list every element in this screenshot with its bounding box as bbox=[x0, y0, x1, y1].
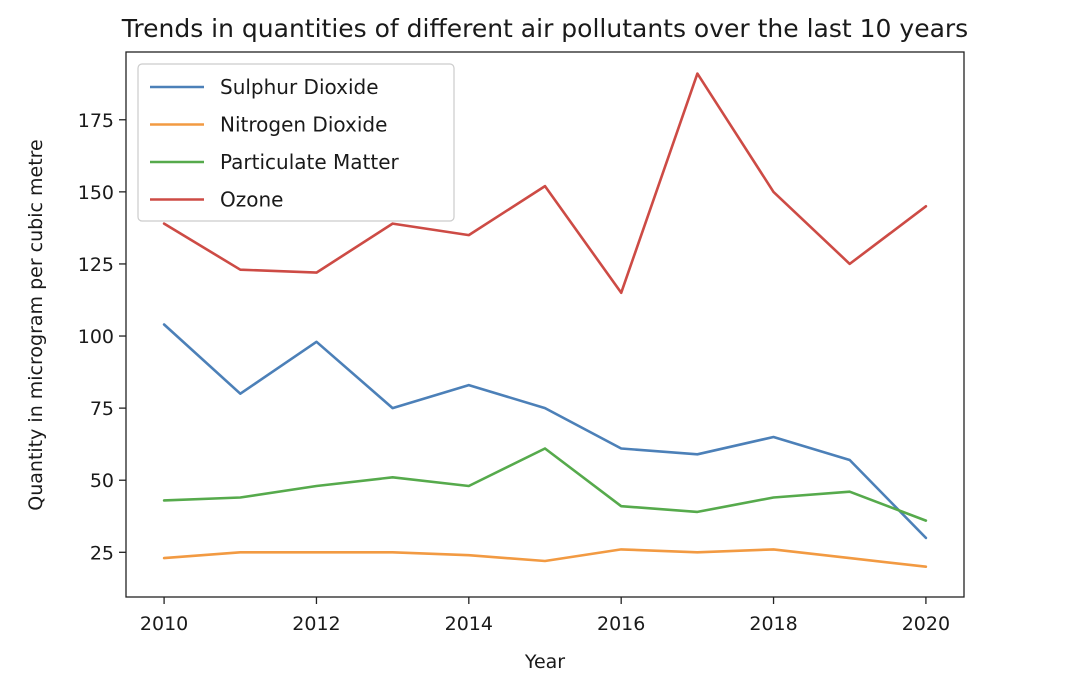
x-tick-label: 2012 bbox=[292, 613, 340, 635]
series-line-2 bbox=[162, 548, 928, 569]
y-tick-label: 175 bbox=[78, 110, 114, 132]
y-axis: 25 50 75 100 125 150 175 bbox=[78, 110, 126, 564]
series-line-4 bbox=[162, 72, 928, 295]
x-axis-label: Year bbox=[524, 651, 565, 673]
legend-label-2: Nitrogen Dioxide bbox=[220, 113, 387, 137]
legend-label-3: Particulate Matter bbox=[220, 150, 400, 174]
y-tick-label: 125 bbox=[78, 254, 114, 276]
y-tick-label: 75 bbox=[90, 398, 114, 420]
legend-label-1: Sulphur Dioxide bbox=[220, 75, 379, 99]
x-tick-label: 2014 bbox=[445, 613, 493, 635]
x-axis: 2010 2012 2014 2016 2018 2020 bbox=[140, 597, 950, 635]
legend-label-4: Ozone bbox=[220, 188, 283, 212]
legend-box bbox=[137, 63, 455, 222]
chart-title: Trends in quantities of different air po… bbox=[121, 14, 968, 43]
series-line-1 bbox=[162, 323, 928, 540]
y-tick-label: 25 bbox=[90, 542, 114, 564]
x-tick-label: 2016 bbox=[597, 613, 645, 635]
series-layer bbox=[162, 72, 928, 569]
x-tick-label: 2018 bbox=[749, 613, 797, 635]
y-tick-label: 50 bbox=[90, 470, 114, 492]
y-tick-label: 150 bbox=[78, 182, 114, 204]
x-tick-label: 2020 bbox=[902, 613, 950, 635]
legend: Sulphur Dioxide Nitrogen Dioxide Particula… bbox=[137, 63, 455, 222]
plot-frame bbox=[125, 51, 965, 598]
y-tick-label: 100 bbox=[78, 326, 114, 348]
y-axis-label: Quantity in microgram per cubic metre bbox=[25, 139, 47, 510]
series-line-3 bbox=[162, 447, 928, 522]
x-tick-label: 2010 bbox=[140, 613, 188, 635]
